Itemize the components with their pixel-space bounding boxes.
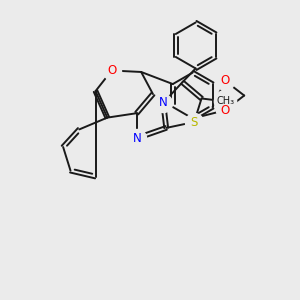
Text: O: O — [107, 64, 116, 77]
Text: N: N — [159, 96, 168, 110]
Text: CH₃: CH₃ — [216, 96, 234, 106]
Text: O: O — [220, 104, 230, 117]
Text: S: S — [190, 116, 198, 128]
Text: N: N — [132, 132, 141, 145]
Text: O: O — [220, 74, 230, 87]
